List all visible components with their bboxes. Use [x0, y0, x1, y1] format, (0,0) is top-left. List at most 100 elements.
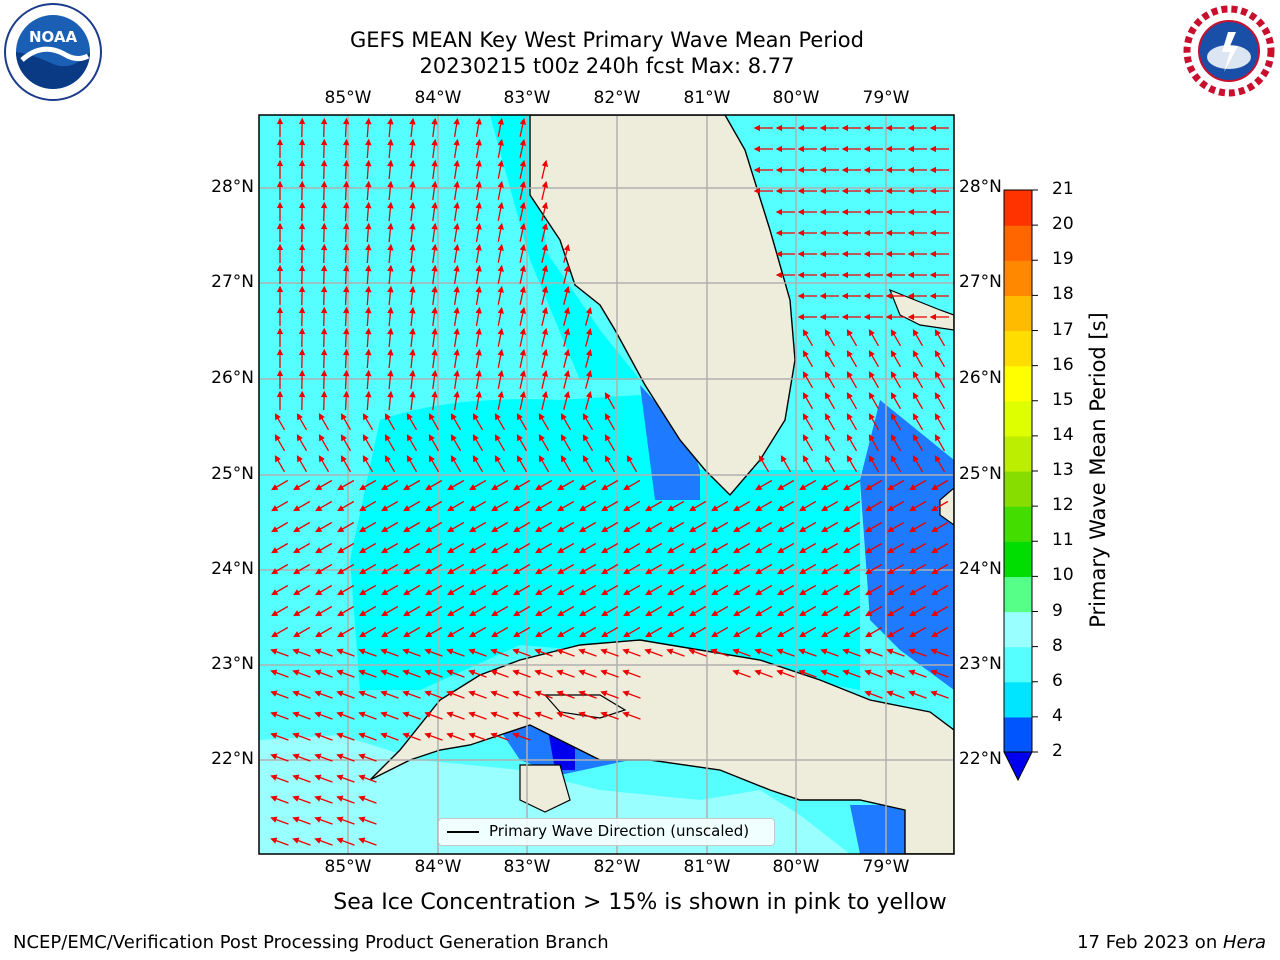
- wave-direction-arrow: [320, 243, 328, 264]
- wave-direction-arrow: [604, 455, 616, 473]
- wave-direction-arrow: [292, 774, 311, 783]
- wave-direction-arrow: [912, 329, 924, 347]
- wave-direction-arrow: [563, 286, 571, 305]
- wave-direction-arrow: [623, 563, 641, 575]
- wave-direction-arrow: [336, 732, 355, 741]
- wave-direction-arrow: [475, 138, 482, 159]
- wave-direction-arrow: [513, 521, 531, 533]
- wave-direction-arrow: [799, 626, 817, 638]
- wave-direction-arrow: [315, 521, 333, 533]
- colorbar-tick-label: 11: [1052, 530, 1074, 551]
- wave-direction-arrow: [314, 795, 333, 804]
- colorbar-tick-label: 21: [1052, 179, 1074, 199]
- wave-direction-arrow: [315, 626, 333, 638]
- wave-direction-arrow: [865, 605, 883, 617]
- wave-direction-arrow: [645, 605, 663, 617]
- map-area: [259, 115, 954, 854]
- wave-direction-arrow: [557, 605, 575, 617]
- colorbar-tick-label: 6: [1052, 670, 1063, 691]
- wave-direction-arrow: [623, 605, 641, 617]
- wave-direction-arrow: [821, 584, 839, 596]
- wave-direction-arrow: [601, 479, 619, 491]
- wave-direction-arrow: [541, 285, 549, 305]
- wave-direction-arrow: [799, 500, 817, 512]
- wave-direction-arrow: [425, 605, 443, 617]
- wave-direction-arrow: [387, 222, 394, 243]
- wave-direction-arrow: [365, 369, 372, 390]
- wave-direction-arrow: [513, 563, 531, 575]
- lon-tick-label: 82°W: [593, 88, 641, 108]
- wave-direction-arrow: [512, 711, 531, 720]
- wave-direction-arrow: [359, 542, 377, 554]
- lon-tick-label: 84°W: [414, 88, 462, 108]
- wave-direction-arrow: [777, 542, 795, 554]
- wave-direction-arrow: [446, 648, 465, 657]
- wave-direction-arrow: [541, 348, 549, 368]
- wave-direction-arrow: [403, 479, 421, 491]
- noaa-logo-text: NOAA: [29, 28, 78, 46]
- wave-direction-arrow: [689, 605, 707, 617]
- wave-direction-arrow: [601, 626, 619, 638]
- wave-direction-arrow: [645, 521, 663, 533]
- wave-direction-arrow: [908, 669, 927, 678]
- wave-direction-arrow: [409, 159, 416, 179]
- wave-direction-arrow: [934, 350, 946, 368]
- wave-direction-arrow: [535, 542, 553, 554]
- wave-direction-arrow: [908, 690, 927, 699]
- wave-direction-arrow: [534, 648, 553, 657]
- wave-direction-arrow: [342, 138, 350, 159]
- wave-direction-arrow: [842, 669, 861, 678]
- wave-direction-arrow: [890, 434, 902, 452]
- colorbar-segment: [1004, 225, 1032, 261]
- wave-direction-arrow: [732, 648, 751, 657]
- wave-direction-arrow: [447, 584, 465, 596]
- wave-direction-arrow: [516, 434, 528, 452]
- wave-direction-arrow: [409, 348, 416, 368]
- wave-direction-arrow: [799, 584, 817, 596]
- wave-direction-arrow: [868, 455, 880, 473]
- colorbar-segment: [1004, 330, 1032, 367]
- wave-direction-arrow: [318, 413, 330, 431]
- wave-direction-arrow: [271, 626, 289, 638]
- wave-direction-arrow: [688, 648, 707, 657]
- wave-direction-arrow: [292, 795, 311, 804]
- wave-direction-arrow: [359, 479, 377, 491]
- wave-direction-arrow: [453, 369, 460, 390]
- wave-direction-arrow: [535, 563, 553, 575]
- wave-direction-arrow: [689, 584, 707, 596]
- wave-direction-arrow: [293, 542, 311, 554]
- wave-direction-arrow: [538, 413, 550, 431]
- wave-direction-arrow: [912, 392, 924, 410]
- wave-direction-arrow: [358, 774, 377, 783]
- wave-direction-arrow: [666, 648, 685, 657]
- wave-direction-arrow: [315, 479, 333, 491]
- wave-direction-arrow: [490, 648, 509, 657]
- colorbar-tick-label: 2: [1052, 741, 1063, 761]
- wave-direction-arrow: [541, 180, 549, 200]
- wave-direction-arrow: [409, 306, 416, 326]
- wave-direction-arrow: [733, 521, 751, 533]
- wave-direction-arrow: [843, 542, 861, 554]
- wave-direction-arrow: [387, 180, 394, 201]
- lat-tick-label: 28°N: [959, 177, 1002, 197]
- lat-tick-label: 27°N: [211, 272, 254, 292]
- wave-direction-arrow: [563, 244, 571, 263]
- map-subtitle-run: 20230215 t00z 240h fcst Max: 8.77: [419, 54, 795, 78]
- wave-direction-arrow: [387, 369, 394, 390]
- wave-direction-arrow: [494, 434, 506, 452]
- wave-direction-arrow: [358, 732, 377, 741]
- wave-direction-arrow: [557, 521, 575, 533]
- wave-direction-arrow: [777, 500, 795, 512]
- wave-direction-arrow: [315, 542, 333, 554]
- wave-direction-arrow: [519, 390, 526, 410]
- wave-direction-arrow: [358, 816, 377, 825]
- wave-direction-arrow: [336, 690, 355, 699]
- wave-direction-arrow: [890, 455, 902, 473]
- wave-direction-arrow: [843, 584, 861, 596]
- wave-direction-arrow: [292, 753, 311, 762]
- lon-tick-label: 83°W: [503, 857, 551, 877]
- colorbar-title: Primary Wave Mean Period [s]: [1086, 312, 1110, 628]
- wave-direction-arrow: [865, 479, 883, 491]
- wave-direction-arrow: [584, 349, 593, 368]
- wave-direction-arrow: [453, 264, 460, 285]
